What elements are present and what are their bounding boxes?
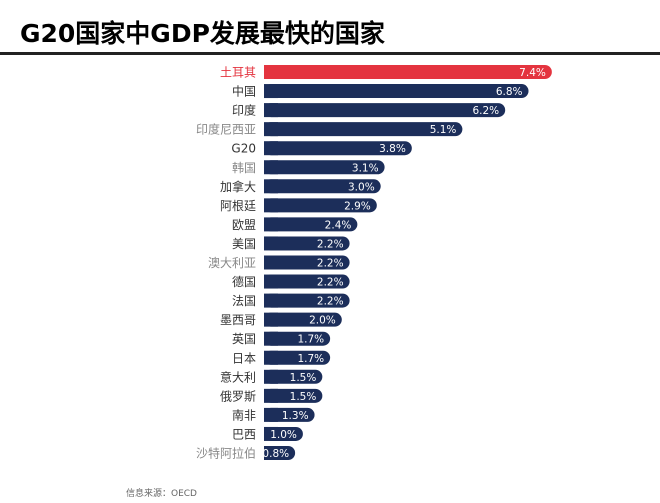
bar	[264, 179, 381, 194]
value-label: -0.8%	[259, 448, 289, 460]
category-label: 澳大利亚	[208, 256, 256, 270]
bar	[264, 217, 358, 232]
value-label: 6.8%	[496, 86, 523, 98]
category-label: 德国	[232, 274, 256, 289]
bar-left-edge	[264, 122, 278, 137]
category-label: 巴西	[232, 427, 256, 441]
value-label: 2.0%	[309, 315, 336, 327]
source-note: 信息来源：OECD	[126, 489, 197, 499]
bar	[264, 312, 342, 327]
bar-left-edge	[264, 198, 278, 213]
value-label: 2.2%	[317, 238, 344, 250]
value-label: 6.2%	[472, 105, 499, 117]
value-label: 7.4%	[519, 67, 546, 79]
category-label: 土耳其	[220, 66, 256, 80]
value-label: 5.1%	[430, 124, 457, 136]
bar	[264, 141, 412, 156]
category-label: 南非	[232, 407, 256, 422]
category-label: 俄罗斯	[220, 389, 256, 403]
bar-left-edge	[264, 407, 278, 422]
bar-left-edge	[264, 369, 278, 384]
bar	[264, 274, 350, 289]
category-label: G20	[231, 142, 256, 156]
category-label: 阿根廷	[220, 199, 256, 213]
bar-left-edge	[264, 84, 278, 99]
value-label: 2.2%	[317, 277, 344, 289]
bar-left-edge	[264, 255, 278, 270]
value-label: 2.9%	[344, 200, 371, 212]
title-divider	[0, 52, 660, 55]
bar-left-edge	[264, 293, 278, 308]
bar	[264, 198, 377, 213]
category-label: 意大利	[220, 369, 256, 384]
bar	[264, 350, 331, 365]
value-label: 3.0%	[348, 181, 375, 193]
bar	[264, 331, 331, 346]
category-label: 美国	[232, 237, 256, 251]
bar-left-edge	[264, 312, 278, 327]
category-label: 欧盟	[232, 218, 256, 232]
bar-left-edge	[264, 426, 278, 441]
bar-left-edge	[264, 446, 278, 460]
bar	[264, 255, 350, 270]
value-label: 1.3%	[282, 410, 309, 422]
value-label: 3.8%	[379, 143, 406, 155]
bar-left-edge	[264, 179, 278, 194]
bar-left-edge	[264, 103, 278, 118]
bar-left-edge	[264, 160, 278, 175]
value-label: 2.2%	[317, 258, 344, 270]
category-label: 韩国	[232, 160, 256, 175]
bar	[264, 388, 323, 403]
bar-left-edge	[264, 388, 278, 403]
category-label: 墨西哥	[220, 313, 256, 327]
value-label: 3.1%	[352, 162, 379, 174]
value-label: 1.5%	[290, 391, 317, 403]
value-label: 1.7%	[297, 353, 324, 365]
category-label: 中国	[232, 84, 256, 99]
value-label: 1.0%	[270, 429, 297, 441]
category-label: 沙特阿拉伯	[196, 446, 256, 461]
category-label: 印度尼西亚	[196, 122, 256, 137]
bar	[264, 160, 385, 175]
bar	[264, 293, 350, 308]
bar-left-edge	[264, 350, 278, 365]
value-label: 2.2%	[317, 296, 344, 308]
bar	[264, 84, 529, 99]
bar-left-edge	[264, 65, 278, 79]
bar	[264, 103, 506, 118]
bar-left-edge	[264, 274, 278, 289]
bar	[264, 236, 350, 251]
bar	[264, 122, 463, 137]
bar	[264, 65, 552, 79]
value-label: 2.4%	[325, 219, 352, 231]
category-label: 英国	[232, 332, 256, 346]
chart-title: G20国家中GDP发展最快的国家	[20, 19, 385, 48]
bar	[264, 369, 323, 384]
category-label: 法国	[232, 294, 256, 308]
bar-left-edge	[264, 236, 278, 251]
category-label: 日本	[232, 351, 256, 365]
category-label: 加拿大	[220, 179, 256, 194]
value-label: 1.7%	[297, 334, 324, 346]
bar-left-edge	[264, 141, 278, 156]
bar-left-edge	[264, 217, 278, 232]
value-label: 1.5%	[290, 372, 317, 384]
bar-left-edge	[264, 331, 278, 346]
category-label: 印度	[232, 103, 256, 118]
